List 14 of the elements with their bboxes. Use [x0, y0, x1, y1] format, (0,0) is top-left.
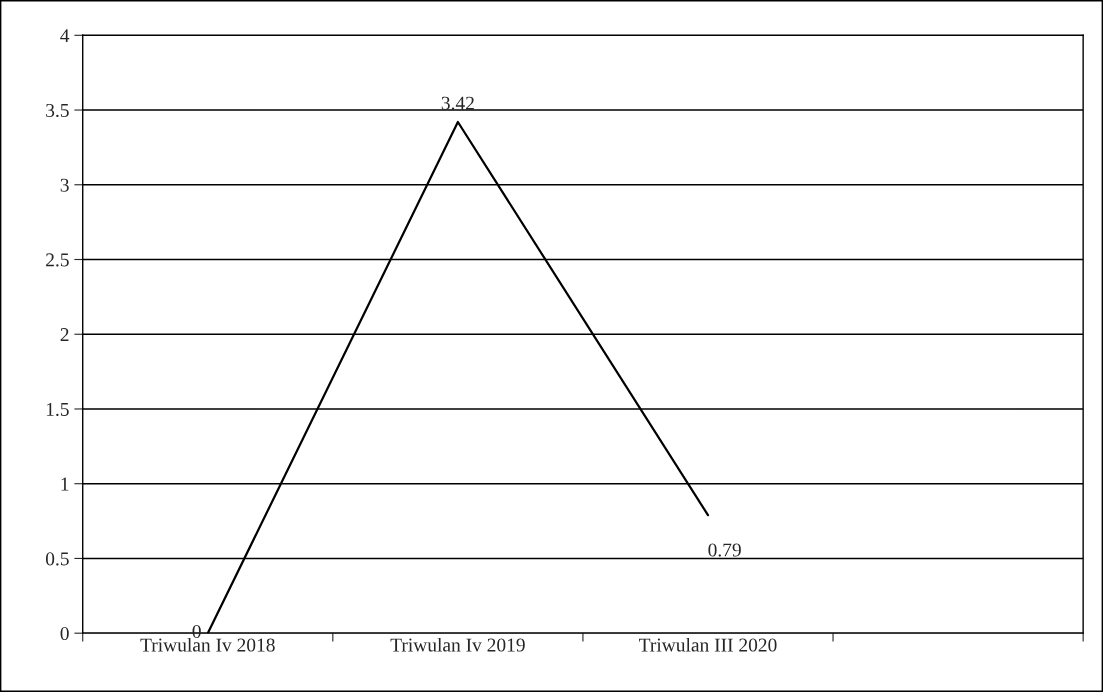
y-tick-label: 2.5: [46, 253, 69, 267]
x-tick-label: Triwulan III 2020: [639, 637, 777, 652]
y-tick-label: 2: [60, 328, 69, 341]
y-tick-label: 4: [60, 29, 70, 43]
x-tick-label: Triwulan Iv 2019: [390, 637, 525, 652]
y-tick-label: 0.5: [45, 552, 69, 566]
y-tick-label: 3: [60, 178, 69, 192]
y-tick-label: 0: [60, 627, 69, 641]
y-tick-label: 1: [61, 477, 69, 491]
data-label: 0.79: [708, 543, 741, 557]
y-tick-label: 1.5: [46, 402, 69, 416]
data-label: 3.42: [441, 96, 474, 110]
x-tick-label: Triwulan Iv 2018: [140, 637, 275, 652]
y-tick-label: 3.5: [46, 103, 69, 118]
